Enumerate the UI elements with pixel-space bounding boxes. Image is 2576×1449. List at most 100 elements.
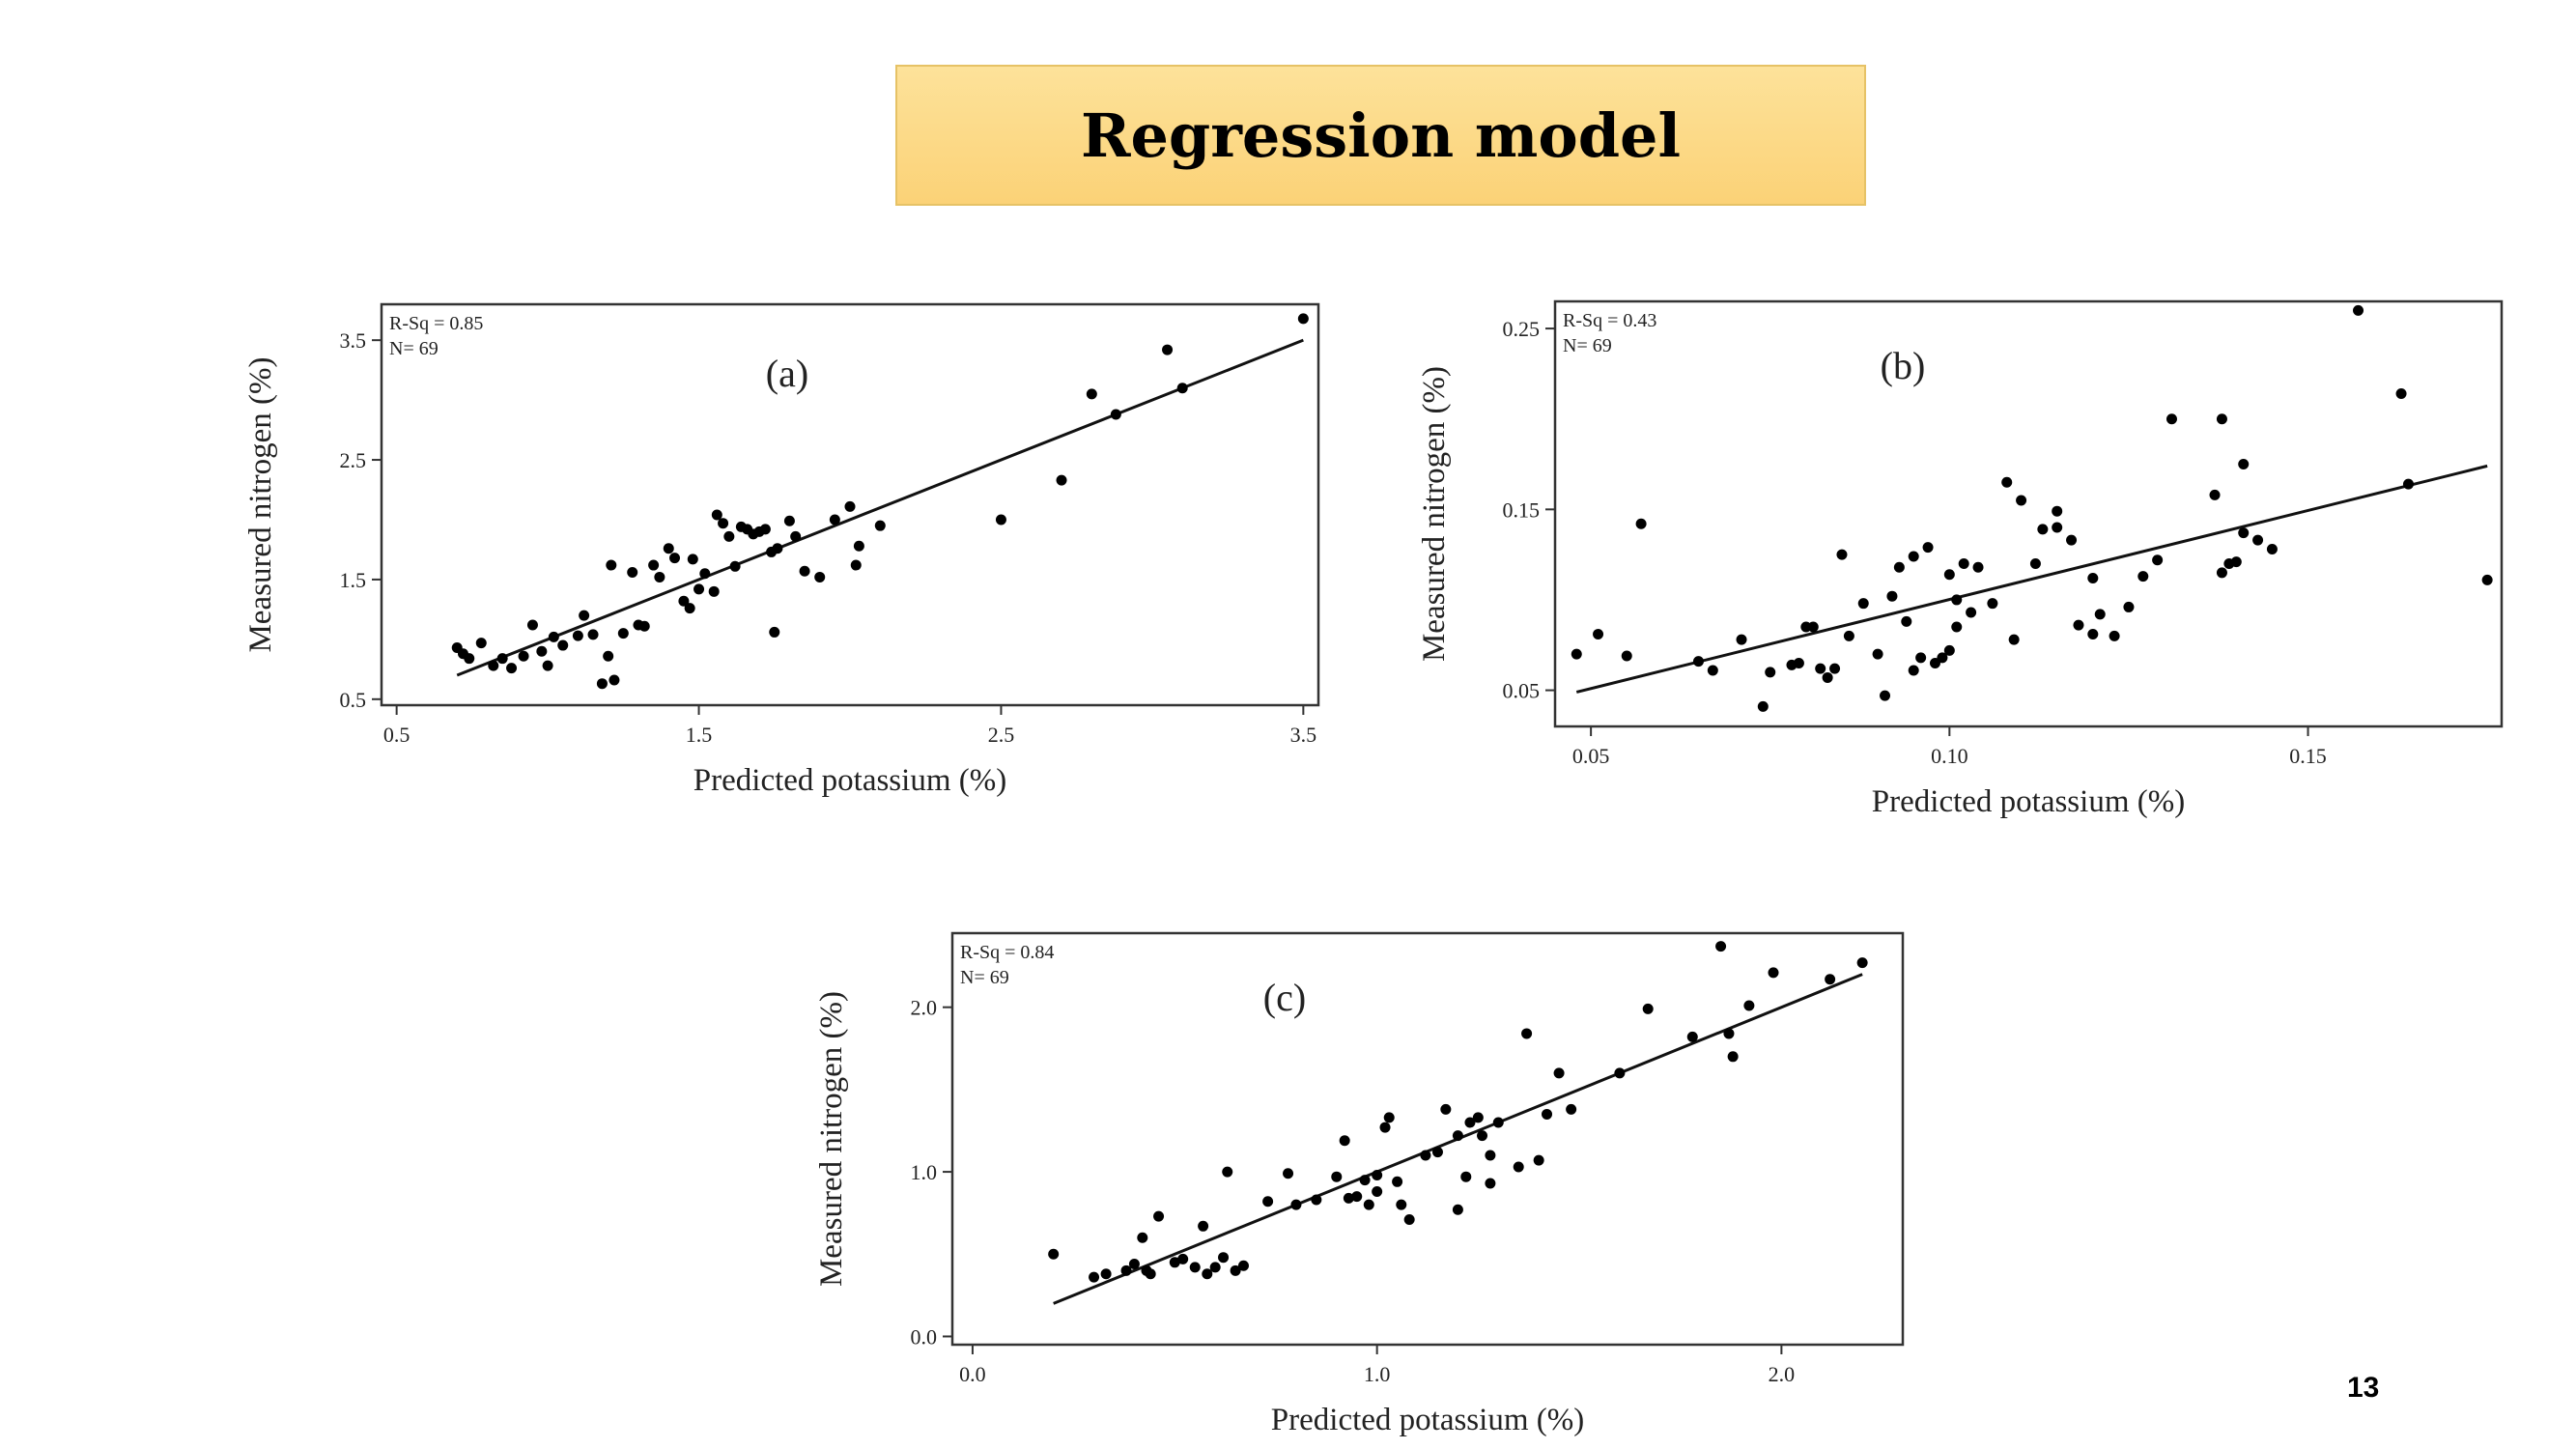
data-point — [2137, 571, 2149, 582]
data-point — [627, 566, 638, 578]
data-point — [557, 639, 569, 651]
y-tick-label: 0.0 — [911, 1324, 938, 1349]
y-tick-label: 1.5 — [340, 568, 367, 592]
data-point — [1460, 1171, 1472, 1182]
x-tick-label: 0.5 — [383, 723, 410, 747]
scatter-chart-a: 0.5 1.5 2.5 3.5 0.5 1.5 2.5 3.5 Predicted potass… — [188, 290, 1347, 831]
stats-label: N= 69 — [960, 967, 1009, 988]
data-point — [1621, 650, 1632, 662]
data-point — [1893, 561, 1905, 573]
data-point — [536, 645, 548, 657]
x-axis-label: Predicted potassium (%) — [1271, 1403, 1584, 1437]
panel-label: (c) — [1263, 976, 1306, 1019]
data-point — [684, 603, 695, 614]
data-point — [1958, 557, 1969, 569]
data-point — [1230, 1264, 1241, 1276]
data-point — [1372, 1186, 1383, 1198]
data-point — [1880, 690, 1891, 701]
data-point — [853, 540, 864, 552]
data-point — [699, 568, 711, 580]
data-point — [1542, 1108, 1553, 1120]
data-point — [694, 583, 705, 595]
data-point — [609, 674, 620, 686]
data-point — [759, 524, 771, 535]
data-point — [2166, 413, 2177, 425]
data-point — [1768, 967, 1779, 979]
stats-label: R-Sq = 0.85 — [389, 313, 483, 334]
data-point — [1379, 1122, 1391, 1133]
data-point — [1283, 1168, 1294, 1179]
data-point — [617, 628, 629, 639]
data-point — [2216, 567, 2227, 579]
data-point — [1614, 1067, 1626, 1079]
y-tick-label: 2.0 — [911, 996, 938, 1020]
data-point — [1743, 1000, 1755, 1011]
data-point — [1120, 1264, 1132, 1276]
data-point — [603, 650, 614, 662]
data-point — [1383, 1112, 1395, 1123]
data-point — [829, 514, 840, 526]
data-point — [1829, 663, 1841, 674]
data-point — [1162, 344, 1174, 355]
data-point — [1566, 1103, 1577, 1115]
data-point — [1440, 1103, 1452, 1115]
data-point — [2029, 557, 2041, 569]
data-point — [1966, 607, 1977, 618]
x-tick-label: 0.0 — [959, 1362, 986, 1386]
data-point — [1492, 1117, 1504, 1128]
data-point — [1089, 1271, 1100, 1283]
stats-label: R-Sq = 0.43 — [1563, 310, 1656, 331]
data-point — [1392, 1176, 1403, 1187]
data-point — [1915, 652, 1927, 664]
data-point — [1472, 1112, 1484, 1123]
y-tick-label: 1.0 — [911, 1160, 938, 1184]
data-point — [1843, 630, 1854, 641]
data-point — [1452, 1130, 1463, 1142]
data-point — [799, 565, 810, 577]
data-point — [2109, 630, 2120, 641]
data-point — [1822, 671, 1833, 683]
data-point — [1218, 1252, 1230, 1264]
data-point — [587, 629, 599, 640]
data-point — [1176, 383, 1188, 394]
x-tick-label: 3.5 — [1290, 723, 1317, 747]
stats-label: N= 69 — [389, 338, 439, 359]
data-point — [2037, 524, 2049, 535]
x-tick-label: 1.5 — [686, 723, 713, 747]
data-point — [1943, 644, 1955, 656]
data-point — [2481, 574, 2493, 585]
data-point — [1209, 1262, 1221, 1273]
data-point — [1110, 409, 1121, 420]
data-point — [1951, 621, 1963, 633]
data-point — [1297, 313, 1309, 325]
y-tick-label: 0.05 — [1503, 679, 1541, 703]
data-point — [1972, 561, 1984, 573]
data-point — [669, 553, 681, 564]
data-point — [2087, 572, 2099, 583]
data-point — [488, 660, 499, 671]
data-point — [2052, 522, 2063, 533]
data-point — [1856, 957, 1868, 969]
data-point — [1757, 700, 1769, 712]
data-point — [1571, 648, 1582, 660]
data-point — [1521, 1028, 1533, 1039]
x-axis-label: Predicted potassium (%) — [694, 763, 1006, 798]
data-point — [1513, 1161, 1524, 1173]
data-point — [2238, 527, 2250, 539]
data-point — [874, 520, 886, 531]
scatter-chart-b: 0.05 0.10 0.15 0.05 0.15 0.25 Predicted potass… — [1381, 290, 2540, 831]
data-point — [1169, 1257, 1180, 1268]
data-point — [723, 530, 735, 542]
data-point — [1198, 1220, 1209, 1232]
data-point — [1807, 621, 1819, 633]
scatter-chart-b-svg: 0.05 0.10 0.15 0.05 0.15 0.25 Predicted potass… — [1417, 299, 2504, 819]
data-point — [1485, 1178, 1496, 1189]
data-point — [2094, 609, 2106, 620]
data-point — [1707, 665, 1718, 676]
x-tick-label: 0.15 — [2289, 744, 2327, 768]
data-point — [1908, 665, 1919, 676]
data-point — [1872, 648, 1883, 660]
data-point — [814, 571, 826, 582]
data-point — [1331, 1171, 1343, 1182]
data-point — [1372, 1169, 1383, 1180]
